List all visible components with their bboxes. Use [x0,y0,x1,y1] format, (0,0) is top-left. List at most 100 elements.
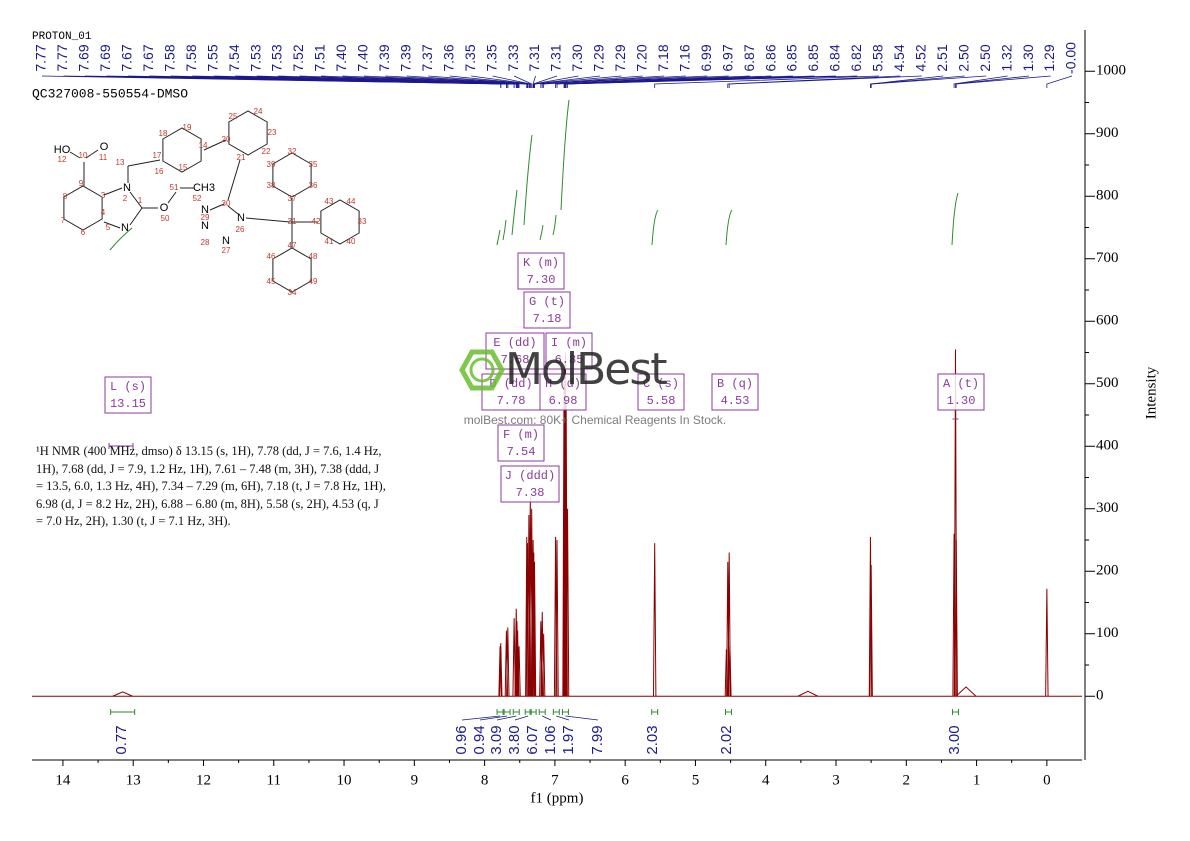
atom-number: 38 [267,181,276,190]
integral-leader [556,715,570,721]
peak [955,686,977,697]
multiplet-name: L (s) [110,380,146,394]
atom-label: N [237,212,245,224]
peak [499,643,503,697]
atom-number: 18 [159,129,168,138]
atom-number: 1 [138,196,143,205]
integral-label: 6.07 [524,725,541,754]
peak-label-leader [654,75,879,88]
integral-bracket [512,709,520,715]
peak [517,646,521,697]
integral-curve [725,209,733,246]
peak [797,690,819,697]
peak-label: 6.86 [762,44,778,71]
atom-number: 43 [325,197,334,206]
bond [129,207,143,226]
integral-bracket [538,709,546,715]
peak-label-leader [1046,75,1073,88]
watermark-text: molBest.com: 80K+ Chemical Reagents In S… [464,413,726,427]
multiplet-range [108,443,134,449]
integral-bracket [503,709,511,715]
y-tick-label: 100 [1096,625,1119,641]
peak [532,552,536,697]
peak-label-leader [532,75,558,88]
integral-label: 3.80 [506,725,523,754]
integral-curve [496,229,501,246]
atom-number: 25 [229,112,238,121]
x-tick-label: 0 [1043,772,1051,788]
y-tick-label: 300 [1096,500,1119,516]
atom-number: 39 [267,160,276,169]
peak-label: 6.85 [784,44,800,71]
atom-number: 20 [222,135,231,144]
chart-title: PROTON_01 [32,31,92,43]
peak [565,508,570,697]
atom-number: 44 [347,197,356,206]
peak-label: 7.53 [247,44,263,71]
peak-label: 7.51 [312,44,328,71]
atom-label: CH3 [193,182,215,194]
integral-leader [514,715,529,721]
peak-label-leader [955,75,1030,88]
peak-label: 7.40 [333,44,349,71]
peak-label: 1.29 [1041,44,1057,71]
atom-number: 19 [183,123,192,132]
atom-label: N [201,220,209,232]
atom-number: 4 [101,208,106,217]
multiplet-shift: 7.18 [533,312,562,326]
bond [129,191,143,209]
peak-label: 7.29 [591,44,607,71]
atom-number: 2 [123,194,128,203]
atom-number: 14 [199,141,208,150]
peak-label: 7.39 [397,44,413,71]
bond-marker [109,227,133,251]
y-tick-label: 1000 [1096,63,1126,79]
atom-label: O [160,202,169,214]
bond [203,139,227,151]
atom-number: 49 [309,277,318,286]
peak-label: 7.69 [97,44,113,71]
ring [272,152,312,198]
bond [103,187,123,196]
atom-number: 9 [79,179,84,188]
x-tick-label: 8 [481,772,489,788]
multiplet-shift: 7.78 [497,394,526,408]
peak-label: 7.67 [119,44,135,71]
multiplet-name: G (t) [529,295,565,309]
integral-label: 1.06 [542,725,559,754]
peak-label: 4.52 [912,44,928,71]
y-tick-label: 0 [1096,688,1104,704]
peak-label: 7.35 [483,44,499,71]
peak-label: 7.58 [183,44,199,71]
peak-label: 7.18 [655,44,671,71]
ring [272,247,312,293]
integral-label: 3.09 [488,725,505,754]
y-tick-label: 700 [1096,250,1119,266]
peak-label-leader [534,75,622,88]
atom-number: 26 [236,225,245,234]
ring [162,127,202,173]
peak-label: 7.52 [290,44,306,71]
atom-number: 5 [106,223,111,232]
peak-label: 7.36 [440,44,456,71]
peak-label-leader [728,75,922,88]
atom-number: 37 [288,194,297,203]
peak-label: -0.00 [1063,42,1079,74]
multiplet-name: B (q) [717,377,753,391]
watermark-icon-inner [469,357,495,383]
bond [227,159,241,201]
y-tick-label: 900 [1096,125,1119,141]
atom-number: 21 [237,153,246,162]
y-tick-label: 400 [1096,438,1119,454]
multiplet-box [711,373,759,411]
multiplet-name: K (m) [523,256,559,270]
atom-number: 28 [201,238,210,247]
integral-curve [951,192,959,246]
integral-curve [511,189,518,236]
peak [954,539,958,697]
integral-bracket [529,709,537,715]
integral-curves [496,99,959,246]
peak [532,561,537,697]
integral-label: 0.77 [113,725,130,754]
